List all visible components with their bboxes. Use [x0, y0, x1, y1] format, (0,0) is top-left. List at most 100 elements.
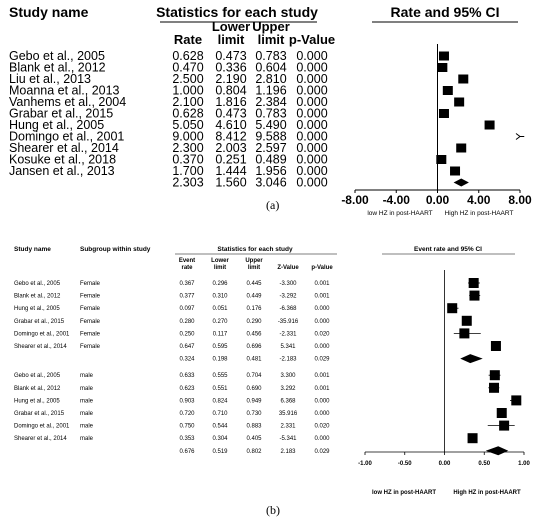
study-name: Moanna et al., 2013 [9, 84, 120, 98]
study-marker [496, 408, 507, 418]
lower-limit-value: 0.473 [215, 49, 246, 63]
lower-limit-value: 2.190 [215, 72, 246, 86]
lower-limit-value: 2.003 [215, 141, 246, 155]
study-marker [458, 74, 469, 84]
subgroup-name: male [80, 398, 94, 404]
lower-limit-value: 0.473 [215, 107, 246, 121]
p-value: 0.020 [314, 424, 330, 430]
study-name: Hung et al., 2005 [14, 306, 60, 312]
study-name: Blank et al., 2012 [14, 294, 61, 300]
rate-value: 5.050 [172, 118, 203, 132]
summary-lower-limit-value: 1.560 [215, 176, 246, 190]
upper-limit-value: 9.588 [255, 130, 286, 144]
upper-limit-value: 0.704 [246, 373, 262, 379]
summary-diamond [460, 354, 483, 364]
event-rate-value: 0.377 [179, 294, 195, 300]
lower-limit-value: 1.444 [215, 164, 246, 178]
study-name: Hung et al., 2005 [9, 118, 104, 132]
study-name: Domingo et al., 2001 [9, 130, 124, 144]
subgroup-name: Female [80, 281, 101, 287]
rate-value: 2.300 [172, 141, 203, 155]
subgroup-name: male [80, 373, 94, 379]
study-name: Blank et al., 2012 [14, 386, 61, 392]
p-value: 0.000 [296, 130, 327, 144]
rate-value: 1.000 [172, 84, 203, 98]
rate-value: 1.700 [172, 164, 203, 178]
x-axis-tick-label: 0.50 [478, 461, 490, 467]
z-value: -3.300 [279, 281, 297, 287]
study-name: Vanhems et al., 2004 [9, 95, 126, 109]
col-header-event-rate: rate [181, 265, 193, 271]
study-name: Jansen et al., 2013 [9, 164, 115, 178]
p-value: 0.001 [314, 294, 330, 300]
study-name: Domingo et al., 2001 [14, 424, 70, 430]
study-marker [511, 395, 522, 406]
subgroup-name: Female [80, 331, 101, 337]
study-name: Blank et al., 2012 [9, 61, 106, 75]
study-marker [459, 328, 470, 339]
col-header-rate-ci: Rate and 95% CI [391, 4, 500, 20]
col-header-upper-limit: limit [248, 265, 260, 271]
rate-value: 9.000 [172, 130, 203, 144]
z-value: 5.341 [280, 344, 296, 350]
upper-limit-value: 0.445 [246, 281, 262, 287]
col-header-subgroup: Subgroup within study [80, 246, 151, 253]
study-marker [469, 290, 480, 301]
x-axis-tick-label: -1.00 [358, 461, 372, 467]
lower-limit-value: 0.555 [212, 373, 228, 379]
x-axis-tick-label: -0.50 [398, 461, 412, 467]
panel-b-label: (b) [266, 503, 280, 517]
event-rate-value: 0.367 [179, 281, 195, 287]
x-axis-label-left: low HZ in post-HAART [367, 210, 432, 217]
z-value: -2.331 [279, 331, 297, 337]
z-value: 2.331 [280, 424, 296, 430]
study-marker [499, 420, 510, 431]
study-ci-arrow [515, 133, 521, 140]
x-axis-tick-label: -8.00 [341, 193, 369, 207]
study-marker [437, 63, 448, 72]
lower-limit-value: 8.412 [215, 130, 246, 144]
x-axis-label-right: High HZ in post-HAART [445, 210, 514, 217]
p-value: 0.001 [314, 386, 330, 392]
subgroup-name: male [80, 424, 94, 430]
col-header-z-value: Z-Value [277, 265, 299, 271]
forest-plot-panel-a: Study name Statistics for each study Rate … [9, 4, 532, 217]
p-value: 0.000 [314, 306, 330, 312]
col-header-lower: Lower [212, 19, 250, 34]
lower-limit-value: 0.117 [213, 331, 228, 337]
upper-limit-value: 2.384 [255, 95, 286, 109]
event-rate-value: 0.353 [179, 436, 195, 442]
summary-diamond [453, 178, 469, 187]
study-name: Liu et al., 2013 [9, 72, 91, 86]
upper-limit-value: 5.490 [255, 118, 286, 132]
col-header-p-value: p-Value [311, 265, 333, 271]
summary-p-value: 0.000 [296, 176, 327, 190]
summary-event-rate-value: 0.324 [179, 357, 195, 363]
upper-limit-value: 0.783 [255, 107, 286, 121]
p-value: 0.000 [296, 72, 327, 86]
study-marker [450, 166, 461, 176]
p-value: 0.000 [296, 107, 327, 121]
lower-limit-value: 0.544 [212, 424, 228, 430]
x-axis-label-right: High HZ in post-HAART [453, 490, 521, 496]
subgroup-name: Female [80, 294, 101, 300]
upper-limit-value: 2.597 [255, 141, 286, 155]
col-header-lower-limit: limit [214, 265, 226, 271]
col-header-p-value: p-Value [289, 32, 335, 47]
lower-limit-value: 0.051 [212, 306, 228, 312]
p-value: 0.000 [296, 118, 327, 132]
upper-limit-value: 1.956 [255, 164, 286, 178]
event-rate-value: 0.647 [179, 344, 195, 350]
col-header-upper-limit: limit [258, 32, 285, 47]
study-name: Grabar et al., 2015 [9, 107, 113, 121]
x-axis-tick-label: 8.00 [508, 193, 532, 207]
summary-p-value: 0.029 [314, 357, 330, 363]
col-header-upper: Upper [252, 19, 290, 34]
upper-limit-value: 0.696 [246, 344, 262, 350]
p-value: 0.000 [296, 141, 327, 155]
p-value: 0.000 [314, 411, 330, 417]
study-marker [456, 143, 467, 153]
summary-event-rate-value: 0.676 [179, 449, 195, 455]
upper-limit-value: 0.883 [246, 424, 262, 430]
